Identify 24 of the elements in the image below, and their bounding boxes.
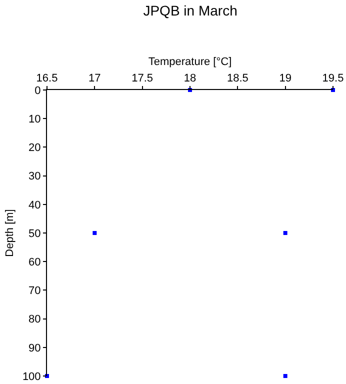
y-tick-label: 20 — [28, 142, 41, 154]
point — [283, 231, 288, 235]
point — [283, 374, 288, 378]
y-tick-label: 40 — [28, 199, 41, 212]
y-tick-label: 10 — [28, 113, 41, 126]
x-tick-label: 18 — [184, 72, 196, 85]
y-axis-title: Depth [m] — [4, 209, 16, 257]
x-tick-label: 19.5 — [322, 72, 344, 85]
point — [92, 231, 97, 235]
y-tick-label: 60 — [28, 256, 41, 268]
x-tick-label: 18.5 — [226, 72, 248, 85]
x-tick-label: 19 — [279, 72, 292, 85]
x-tick-label: 17.5 — [132, 72, 154, 85]
x-axis-title: Temperature [°C] — [148, 56, 232, 68]
y-tick-label: 90 — [28, 342, 41, 354]
y-tick-label: 100 — [22, 370, 41, 383]
x-tick-label: 17 — [88, 72, 101, 85]
x-tick-label: 16.5 — [36, 72, 58, 85]
y-tick-label: 0 — [34, 84, 41, 97]
y-tick-label: 30 — [28, 170, 41, 183]
y-tick-label: 70 — [28, 285, 41, 298]
chart-title: JPQB in March — [143, 2, 238, 19]
y-tick-label: 80 — [28, 314, 41, 326]
y-tick-label: 50 — [28, 228, 41, 240]
